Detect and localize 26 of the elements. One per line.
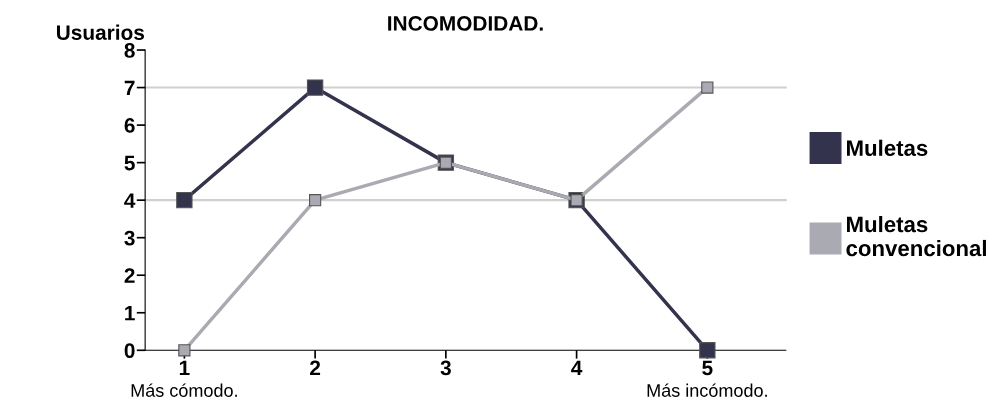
y-tick-label: 2: [124, 268, 135, 283]
x-tick-label: 4: [571, 360, 583, 376]
point: [306, 79, 324, 96]
point: [699, 342, 716, 359]
x-tick-label: 1: [179, 360, 190, 376]
y-tick-label: 5: [124, 155, 135, 171]
y-tick-label: 6: [124, 118, 135, 133]
point: [178, 344, 191, 357]
y-tick-label: 3: [124, 230, 135, 246]
x-tick-label: 2: [310, 360, 321, 376]
chart-title: INCOMODIDAD.: [388, 16, 543, 31]
x-tick-label: 3: [440, 360, 451, 376]
y-tick-label: 4: [124, 193, 136, 208]
y-tick-label: 0: [124, 343, 135, 359]
legend-label: Muletas: [847, 139, 928, 157]
x-tick-label: 5: [702, 360, 713, 376]
text: Más incómodo.: [647, 383, 767, 397]
y-axis-title: Usuarios: [56, 24, 145, 40]
y-tick-label: 7: [124, 80, 135, 96]
point: [176, 191, 193, 209]
point: [701, 81, 714, 94]
y-tick-label: 8: [124, 43, 135, 58]
point: [309, 194, 322, 207]
legend-label: Muletas convencional: [846, 215, 986, 257]
y-tick-label: 1: [125, 305, 135, 321]
text: Más cómodo.: [131, 383, 237, 397]
